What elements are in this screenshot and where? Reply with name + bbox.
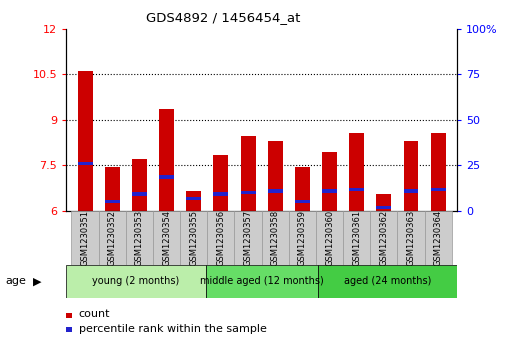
Bar — [370, 211, 397, 265]
Bar — [105, 167, 120, 211]
Bar — [159, 175, 174, 179]
Bar — [431, 134, 446, 211]
Bar — [241, 191, 256, 194]
Text: GSM1230351: GSM1230351 — [81, 210, 89, 266]
Bar — [425, 211, 452, 265]
Text: middle aged (12 months): middle aged (12 months) — [200, 276, 324, 286]
Text: GSM1230360: GSM1230360 — [325, 210, 334, 266]
Bar — [66, 265, 206, 298]
Text: ▶: ▶ — [33, 276, 42, 286]
Text: GSM1230353: GSM1230353 — [135, 210, 144, 266]
Bar — [99, 211, 126, 265]
Text: GSM1230361: GSM1230361 — [352, 210, 361, 266]
Bar — [132, 159, 147, 211]
Bar — [318, 265, 457, 298]
Bar — [105, 200, 120, 203]
Bar — [289, 211, 316, 265]
Text: GSM1230355: GSM1230355 — [189, 210, 198, 266]
Text: GSM1230357: GSM1230357 — [243, 210, 252, 266]
Bar — [268, 189, 282, 193]
Text: GSM1230358: GSM1230358 — [271, 210, 280, 266]
Text: GSM1230354: GSM1230354 — [162, 210, 171, 266]
Text: GSM1230364: GSM1230364 — [434, 210, 442, 266]
Text: GDS4892 / 1456454_at: GDS4892 / 1456454_at — [146, 11, 301, 24]
Bar — [132, 192, 147, 196]
Text: aged (24 months): aged (24 months) — [344, 276, 431, 286]
Bar — [295, 167, 310, 211]
Bar — [376, 206, 391, 209]
Bar — [376, 194, 391, 211]
Text: percentile rank within the sample: percentile rank within the sample — [79, 323, 267, 334]
Text: count: count — [79, 309, 110, 319]
Bar — [186, 197, 201, 200]
Bar — [213, 155, 228, 211]
Bar — [262, 211, 289, 265]
Bar — [397, 211, 425, 265]
Bar — [207, 211, 235, 265]
Text: young (2 months): young (2 months) — [92, 276, 179, 286]
Bar — [316, 211, 343, 265]
Bar — [213, 192, 228, 196]
Bar — [349, 188, 364, 191]
Bar — [431, 188, 446, 191]
Text: GSM1230362: GSM1230362 — [379, 210, 388, 266]
Bar — [349, 134, 364, 211]
Bar — [403, 141, 419, 211]
Bar — [206, 265, 318, 298]
Text: GSM1230359: GSM1230359 — [298, 210, 307, 266]
Bar — [322, 152, 337, 211]
Bar — [295, 200, 310, 203]
Bar — [153, 211, 180, 265]
Bar — [403, 189, 419, 193]
Text: GSM1230356: GSM1230356 — [216, 210, 226, 266]
Bar — [235, 211, 262, 265]
Bar — [322, 189, 337, 193]
Bar — [186, 191, 201, 211]
Bar — [159, 109, 174, 211]
Bar — [72, 211, 99, 265]
Bar — [180, 211, 207, 265]
Bar — [241, 136, 256, 211]
Text: GSM1230363: GSM1230363 — [406, 210, 416, 266]
Text: GSM1230352: GSM1230352 — [108, 210, 117, 266]
Bar — [126, 211, 153, 265]
Bar — [78, 162, 92, 166]
Bar — [343, 211, 370, 265]
Bar — [268, 141, 282, 211]
Bar — [78, 72, 92, 211]
Text: age: age — [5, 276, 26, 286]
